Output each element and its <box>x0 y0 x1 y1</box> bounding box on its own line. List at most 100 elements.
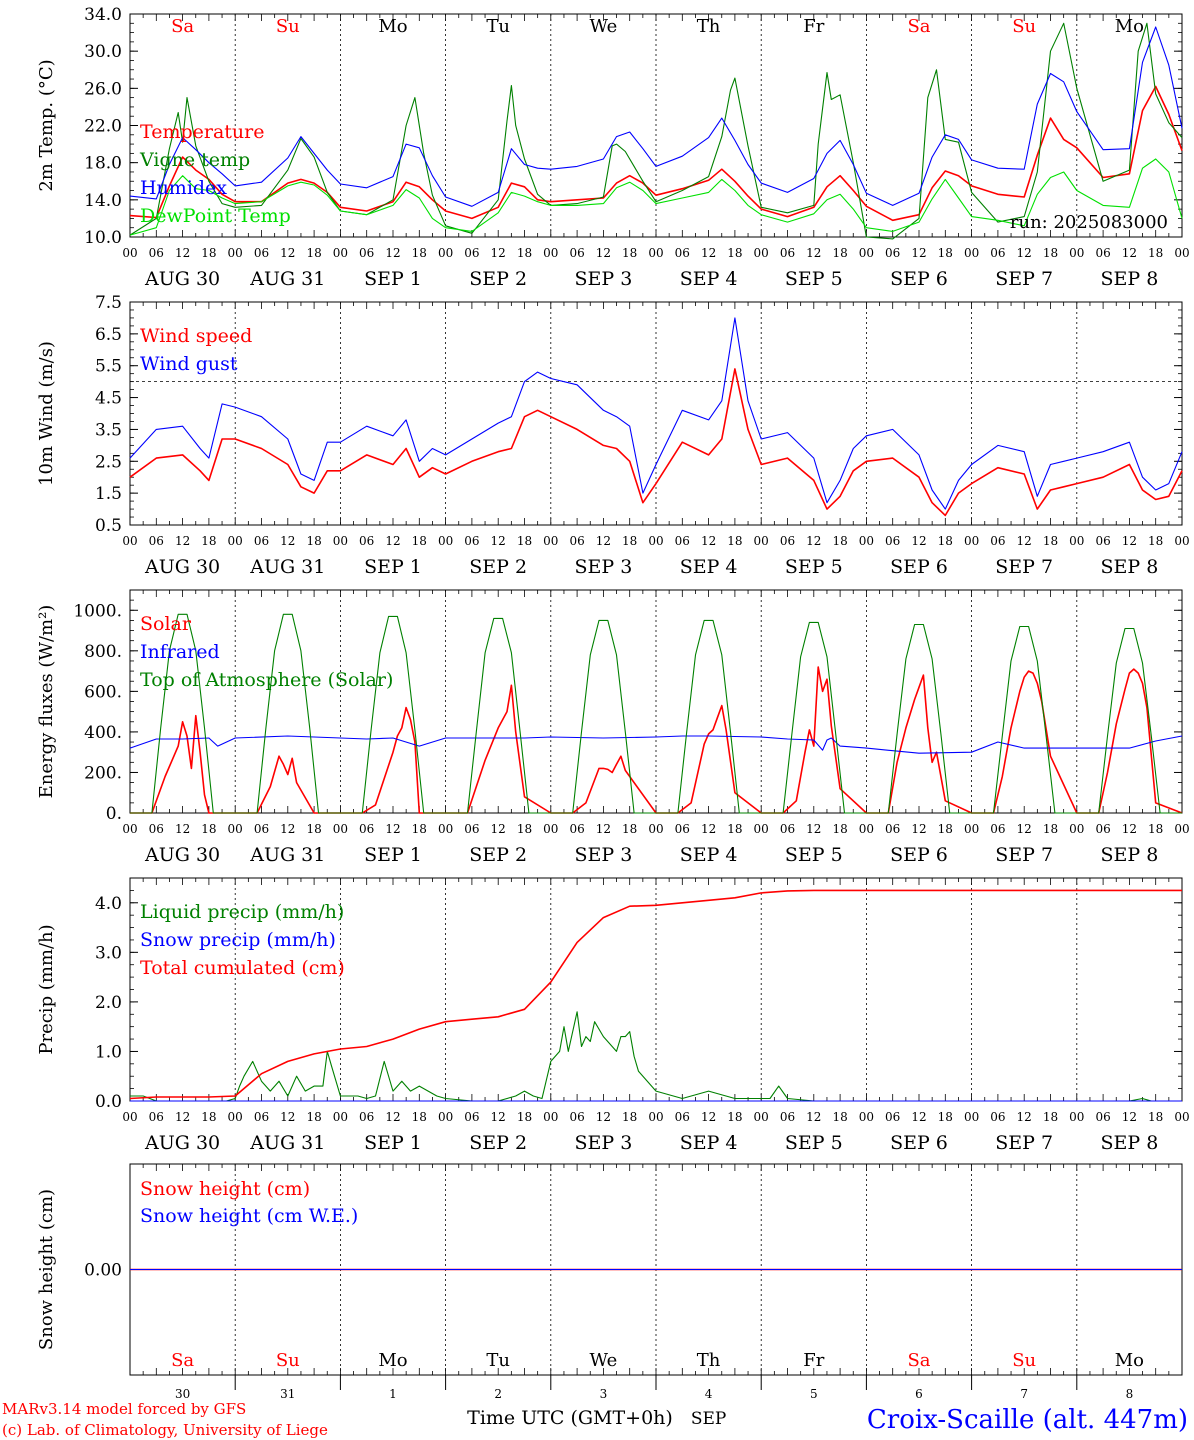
y-axis-label: Energy fluxes (W/m²) <box>36 605 57 799</box>
hour-tick-label: 06 <box>569 534 584 548</box>
date-label: SEP 1 <box>364 844 422 866</box>
weekday-label: Sa <box>907 1350 930 1371</box>
hour-tick-label: 00 <box>648 822 663 836</box>
y-tick-label: 0. <box>106 804 122 824</box>
hour-tick-label: 06 <box>990 1110 1005 1124</box>
hour-tick-label: 00 <box>228 1110 243 1124</box>
date-label: SEP 3 <box>574 268 632 290</box>
station-name: Croix-Scaille (alt. 447m) <box>867 1405 1188 1435</box>
date-label: SEP 2 <box>469 1132 527 1154</box>
hour-tick-label: 00 <box>648 1110 663 1124</box>
date-label: SEP 4 <box>680 556 738 578</box>
hour-tick-label: 06 <box>149 822 164 836</box>
hour-tick-label: 18 <box>1148 246 1163 260</box>
hour-tick-label: 00 <box>754 534 769 548</box>
date-label: AUG 31 <box>249 268 325 290</box>
y-tick-label: 0.0 <box>95 1092 122 1112</box>
series-line-temperature <box>129 85 1183 222</box>
hour-tick-label: 06 <box>780 1110 795 1124</box>
hour-tick-label: 18 <box>938 534 953 548</box>
hour-tick-label: 06 <box>990 822 1005 836</box>
hour-tick-label: 00 <box>1069 246 1084 260</box>
hour-tick-label: 00 <box>1174 1110 1189 1124</box>
hour-tick-label: 18 <box>727 534 742 548</box>
hour-tick-label: 06 <box>254 534 269 548</box>
hour-tick-label: 12 <box>491 822 506 836</box>
hour-tick-label: 06 <box>675 822 690 836</box>
series-line-liquid-precip-mm-h- <box>130 1011 1182 1102</box>
hour-tick-label: 06 <box>990 534 1005 548</box>
hour-tick-label: 18 <box>1043 534 1058 548</box>
y-tick-label: 34.0 <box>84 5 122 25</box>
legend-entry: Liquid precip (mm/h) <box>140 901 344 923</box>
weekday-label: Mo <box>378 1350 407 1371</box>
date-label: SEP 6 <box>890 1132 948 1154</box>
hour-tick-label: 18 <box>306 822 321 836</box>
hour-tick-label: 00 <box>648 246 663 260</box>
date-label: SEP 8 <box>1100 844 1158 866</box>
hour-tick-label: 06 <box>464 246 479 260</box>
hour-tick-label: 12 <box>596 822 611 836</box>
hour-tick-label: 06 <box>464 534 479 548</box>
hour-tick-label: 18 <box>201 246 216 260</box>
hour-tick-label: 18 <box>727 1110 742 1124</box>
hour-tick-label: 00 <box>754 246 769 260</box>
date-label: AUG 31 <box>249 556 325 578</box>
hour-tick-label: 06 <box>359 822 374 836</box>
y-tick-label: 18.0 <box>84 154 122 174</box>
legend-entry: Total cumulated (cm) <box>140 957 345 979</box>
hour-tick-label: 06 <box>149 1110 164 1124</box>
date-label: SEP 1 <box>364 556 422 578</box>
hour-tick-label: 12 <box>1122 246 1137 260</box>
hour-tick-label: 18 <box>201 534 216 548</box>
weekday-label: Su <box>276 1350 300 1371</box>
y-axis-label: 2m Temp. (°C) <box>36 59 57 191</box>
weekday-label: Sa <box>907 16 930 37</box>
hour-tick-label: 18 <box>1043 246 1058 260</box>
weekday-label: Mo <box>378 16 407 37</box>
hour-tick-label: 18 <box>412 1110 427 1124</box>
y-tick-label: 0.00 <box>84 1261 122 1281</box>
hour-tick-label: 06 <box>780 822 795 836</box>
hour-tick-label: 18 <box>306 1110 321 1124</box>
hour-tick-label: 18 <box>1148 534 1163 548</box>
weekday-label: Fr <box>803 16 824 37</box>
y-axis-label: Precip (mm/h) <box>36 924 57 1054</box>
hour-tick-label: 00 <box>333 822 348 836</box>
day-number-label: 1 <box>389 1387 397 1401</box>
hour-tick-label: 12 <box>385 534 400 548</box>
hour-tick-label: 00 <box>543 534 558 548</box>
hour-tick-label: 06 <box>359 246 374 260</box>
date-label: AUG 30 <box>144 268 220 290</box>
hour-tick-label: 18 <box>201 822 216 836</box>
hour-tick-label: 06 <box>464 822 479 836</box>
date-label: SEP 3 <box>574 556 632 578</box>
hour-tick-label: 06 <box>359 534 374 548</box>
hour-tick-label: 18 <box>412 534 427 548</box>
legend-entry: Snow precip (mm/h) <box>140 929 336 951</box>
hour-tick-label: 00 <box>1069 822 1084 836</box>
day-number-label: 31 <box>280 1387 295 1401</box>
month-label: SEP <box>691 1409 727 1429</box>
legend-entry: Infrared <box>140 641 220 663</box>
x-axis-label: Time UTC (GMT+0h) <box>467 1407 673 1429</box>
y-tick-label: 800. <box>84 642 122 662</box>
hour-tick-label: 06 <box>569 1110 584 1124</box>
hour-tick-label: 06 <box>885 1110 900 1124</box>
hour-tick-label: 00 <box>964 1110 979 1124</box>
hour-tick-label: 06 <box>885 246 900 260</box>
hour-tick-label: 00 <box>438 822 453 836</box>
hour-tick-label: 00 <box>122 1110 137 1124</box>
weekday-label: We <box>590 16 618 37</box>
legend-entry: Snow height (cm) <box>140 1178 310 1200</box>
panel-wind: 0.5 1.5 2.5 3.5 4.5 5.5 6.5 7.5 10m Wind (m/s) Wi… <box>36 293 1190 578</box>
y-tick-label: 400. <box>84 723 122 743</box>
date-label: SEP 5 <box>785 1132 843 1154</box>
y-tick-label: 200. <box>84 763 122 783</box>
hour-tick-label: 06 <box>1095 246 1110 260</box>
hour-tick-label: 00 <box>859 534 874 548</box>
date-label: AUG 30 <box>144 844 220 866</box>
y-tick-label: 5.5 <box>95 357 122 377</box>
hour-tick-label: 12 <box>701 246 716 260</box>
